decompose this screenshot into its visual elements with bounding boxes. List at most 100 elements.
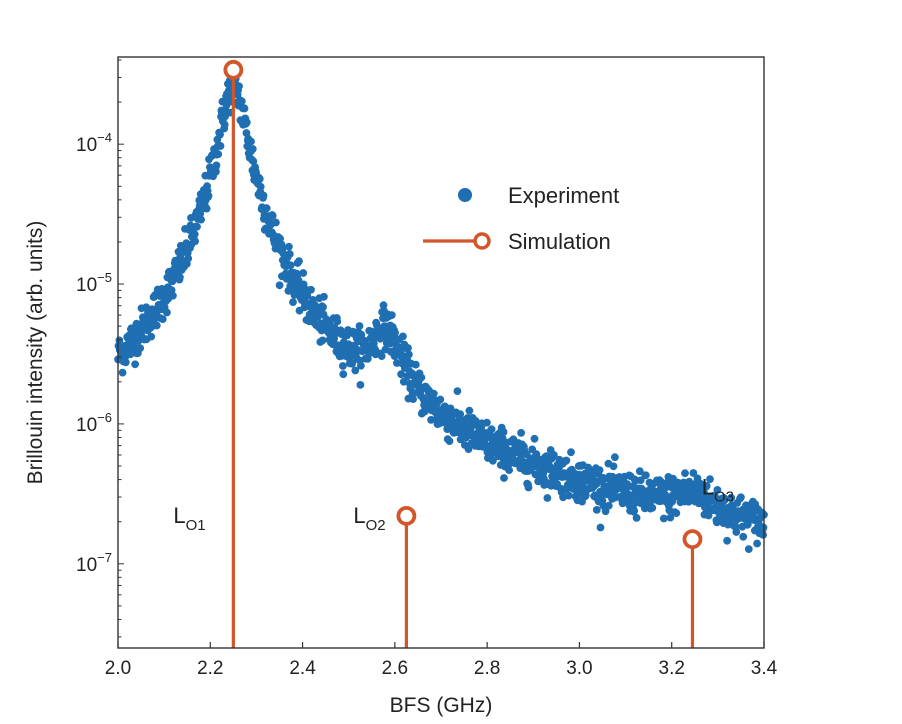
experiment-point <box>193 222 201 231</box>
experiment-point <box>436 395 445 404</box>
experiment-point <box>355 322 364 330</box>
experiment-point <box>348 359 356 368</box>
experiment-point <box>648 504 657 512</box>
peak-label-lo1: LO1 <box>173 503 205 534</box>
y-tick-base: 10 <box>76 135 97 156</box>
experiment-point <box>242 118 251 127</box>
x-tick-label: 2.4 <box>289 658 316 679</box>
experiment-point <box>636 476 645 485</box>
peak-label-lo3-sub: O3 <box>714 489 734 506</box>
y-tick-base: 10 <box>76 415 97 436</box>
experiment-point <box>285 250 294 258</box>
experiment-point <box>543 494 552 502</box>
experiment-point <box>641 471 650 480</box>
experiment-point <box>303 291 312 300</box>
experiment-point <box>564 491 573 500</box>
experiment-point <box>702 482 711 490</box>
y-tick-exponent: −7 <box>97 550 112 565</box>
experiment-point <box>404 344 412 352</box>
experiment-point <box>530 434 539 443</box>
experiment-point <box>759 531 767 539</box>
experiment-point <box>689 469 698 477</box>
experiment-point <box>272 218 280 227</box>
experiment-point <box>562 456 571 465</box>
experiment-point <box>723 536 731 545</box>
peak-label-lo3: LO3 <box>702 475 734 506</box>
experiment-point <box>259 191 268 200</box>
experiment-point <box>255 175 264 183</box>
experiment-series <box>114 67 768 553</box>
y-axis: 10−410−510−610−7 <box>76 59 124 638</box>
experiment-point <box>744 545 753 553</box>
experiment-point <box>247 137 255 146</box>
experiment-point <box>611 453 619 462</box>
experiment-point <box>333 317 342 326</box>
experiment-point <box>285 242 293 251</box>
experiment-point <box>190 230 199 239</box>
experiment-point <box>235 82 243 91</box>
experiment-point <box>240 104 249 113</box>
experiment-point <box>176 273 184 282</box>
experiment-point <box>339 370 348 379</box>
experiment-point <box>197 215 206 224</box>
experiment-point <box>221 112 230 121</box>
legend-experiment-label: Experiment <box>508 183 619 208</box>
experiment-point <box>307 285 315 294</box>
peak-label-lo2: LO2 <box>353 503 385 534</box>
experiment-point <box>453 387 462 395</box>
experiment-point <box>630 506 639 515</box>
experiment-point <box>299 269 308 277</box>
experiment-point <box>248 145 257 153</box>
experiment-point <box>268 212 277 220</box>
experiment-point <box>704 511 713 520</box>
experiment-point <box>632 514 641 522</box>
experiment-point <box>713 486 722 494</box>
experiment-point <box>489 456 497 465</box>
experiment-point <box>500 474 508 482</box>
y-tick-label: 10−7 <box>76 550 112 576</box>
experiment-point <box>609 462 618 471</box>
experiment-point <box>212 167 220 176</box>
experiment-point <box>399 332 407 341</box>
experiment-point <box>184 254 193 263</box>
experiment-point <box>351 366 360 375</box>
experiment-point <box>397 370 405 379</box>
experiment-point <box>158 315 167 323</box>
experiment-point <box>596 523 605 532</box>
y-axis-label: Brillouin intensity (arb. units) <box>24 221 47 485</box>
x-tick-label: 2.0 <box>105 658 131 679</box>
simulation-marker <box>396 505 417 526</box>
experiment-point <box>118 368 127 377</box>
simulation-series <box>223 59 703 648</box>
experiment-point <box>391 328 399 337</box>
experiment-point <box>727 493 736 502</box>
experiment-point <box>387 311 396 319</box>
experiment-point <box>339 362 347 370</box>
y-tick-exponent: −5 <box>97 270 112 285</box>
experiment-point <box>399 377 408 386</box>
x-tick-label: 3.2 <box>659 658 685 679</box>
peak-label-lo2-sub: O2 <box>366 517 386 534</box>
x-tick-label: 3.0 <box>566 658 592 679</box>
y-tick-label: 10−4 <box>76 130 112 156</box>
experiment-point <box>672 509 681 517</box>
y-tick-label: 10−6 <box>76 410 112 436</box>
experiment-point <box>216 142 225 150</box>
peak-label-lo2-base: L <box>353 503 365 528</box>
x-tick-label: 3.4 <box>751 658 778 679</box>
experiment-point <box>417 373 426 382</box>
experiment-point <box>191 237 200 246</box>
legend-simulation-label: Simulation <box>508 229 611 254</box>
experiment-point <box>256 182 265 191</box>
experiment-point <box>377 352 386 360</box>
y-tick-base: 10 <box>76 555 97 576</box>
legend-simulation-marker <box>473 232 491 250</box>
experiment-point <box>456 410 465 418</box>
experiment-point <box>499 428 508 436</box>
y-tick-exponent: −6 <box>97 410 112 425</box>
experiment-point <box>601 507 610 516</box>
experiment-point <box>330 324 339 332</box>
experiment-point <box>445 437 454 445</box>
experiment-point <box>295 257 303 265</box>
experiment-point <box>681 469 689 478</box>
